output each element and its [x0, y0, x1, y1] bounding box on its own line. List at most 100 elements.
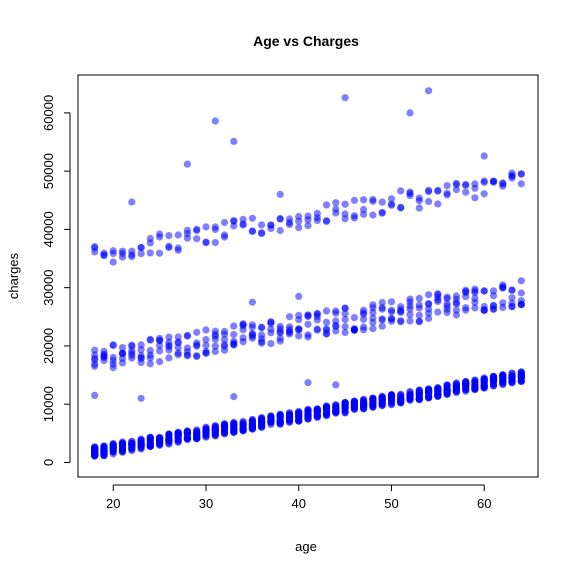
- data-point: [313, 316, 321, 324]
- data-point: [137, 441, 145, 449]
- data-point: [267, 340, 275, 348]
- data-point: [397, 396, 405, 404]
- data-point: [276, 226, 284, 235]
- data-point: [304, 320, 312, 328]
- y-tick-label: 50000: [41, 153, 56, 189]
- data-point: [341, 215, 349, 223]
- data-point: [517, 170, 525, 178]
- data-point: [443, 293, 451, 301]
- data-point: [322, 330, 331, 338]
- data-point: [183, 226, 191, 234]
- data-point: [471, 194, 479, 202]
- data-point: [406, 298, 414, 306]
- data-point: [517, 277, 525, 285]
- plot-frame: [77, 74, 539, 478]
- data-point: [350, 405, 358, 414]
- data-point: [183, 344, 191, 352]
- data-point: [452, 300, 460, 308]
- data-point: [360, 310, 368, 318]
- data-point: [248, 227, 256, 235]
- data-point: [415, 304, 423, 312]
- data-point: [322, 318, 331, 326]
- data-point: [248, 415, 256, 424]
- data-point: [489, 177, 498, 185]
- data-point: [341, 328, 349, 337]
- data-point: [91, 248, 99, 256]
- data-point: [146, 433, 154, 441]
- data-point: [91, 355, 99, 363]
- data-point: [434, 384, 442, 392]
- data-point: [480, 287, 488, 295]
- data-point: [313, 413, 321, 421]
- data-point: [313, 209, 321, 217]
- data-point: [508, 294, 516, 302]
- data-point: [211, 327, 219, 335]
- data-point: [211, 335, 219, 343]
- data-point: [146, 335, 154, 343]
- data-point: [332, 209, 340, 217]
- data-point: [239, 426, 247, 434]
- data-point: [156, 249, 164, 257]
- data-point: [499, 303, 507, 311]
- x-axis-label: age: [295, 539, 317, 554]
- data-point: [285, 327, 294, 336]
- data-point: [230, 322, 238, 330]
- data-point: [517, 369, 525, 377]
- data-point: [304, 312, 312, 320]
- data-point: [332, 409, 340, 417]
- data-point: [118, 344, 127, 352]
- data-point: [202, 223, 210, 231]
- data-point: [508, 372, 516, 380]
- data-point: [267, 224, 275, 232]
- data-point: [258, 221, 266, 229]
- data-point: [387, 306, 396, 314]
- data-point: [146, 360, 154, 368]
- data-point: [91, 360, 99, 368]
- x-tick-label: 40: [291, 496, 305, 511]
- data-point: [137, 341, 145, 349]
- x-tick-label: 60: [477, 496, 491, 511]
- data-point: [462, 383, 470, 391]
- data-point: [517, 289, 525, 297]
- data-point: [258, 229, 266, 237]
- data-point: [156, 358, 164, 366]
- data-point: [322, 201, 331, 209]
- data-point: [100, 251, 108, 259]
- data-point: [480, 152, 488, 160]
- data-point: [350, 314, 358, 322]
- data-point: [295, 408, 303, 416]
- data-point: [489, 287, 498, 295]
- data-point: [128, 440, 136, 448]
- data-point: [248, 214, 256, 222]
- x-tick-label: 50: [384, 496, 398, 511]
- data-point: [91, 451, 99, 459]
- data-point: [165, 346, 173, 354]
- data-point: [378, 322, 386, 330]
- data-point: [230, 339, 238, 347]
- data-point: [211, 117, 219, 125]
- data-point: [100, 449, 108, 457]
- data-point: [350, 325, 358, 333]
- data-point: [248, 334, 256, 342]
- data-point: [258, 423, 266, 431]
- data-point: [137, 250, 145, 258]
- data-point: [480, 177, 488, 185]
- data-point: [230, 222, 238, 230]
- data-point: [220, 330, 229, 338]
- data-point: [415, 194, 423, 202]
- data-point: [109, 341, 117, 349]
- data-point: [360, 326, 368, 334]
- data-point: [295, 292, 303, 300]
- data-point: [378, 208, 386, 216]
- data-point: [304, 333, 312, 341]
- data-point: [230, 428, 238, 436]
- data-point: [239, 326, 247, 334]
- data-point: [276, 190, 284, 198]
- data-point: [174, 432, 182, 440]
- data-point: [508, 303, 516, 311]
- data-point: [462, 188, 470, 196]
- data-point: [230, 137, 238, 145]
- x-tick-label: 30: [199, 496, 213, 511]
- data-point: [452, 186, 460, 194]
- data-point: [434, 308, 442, 316]
